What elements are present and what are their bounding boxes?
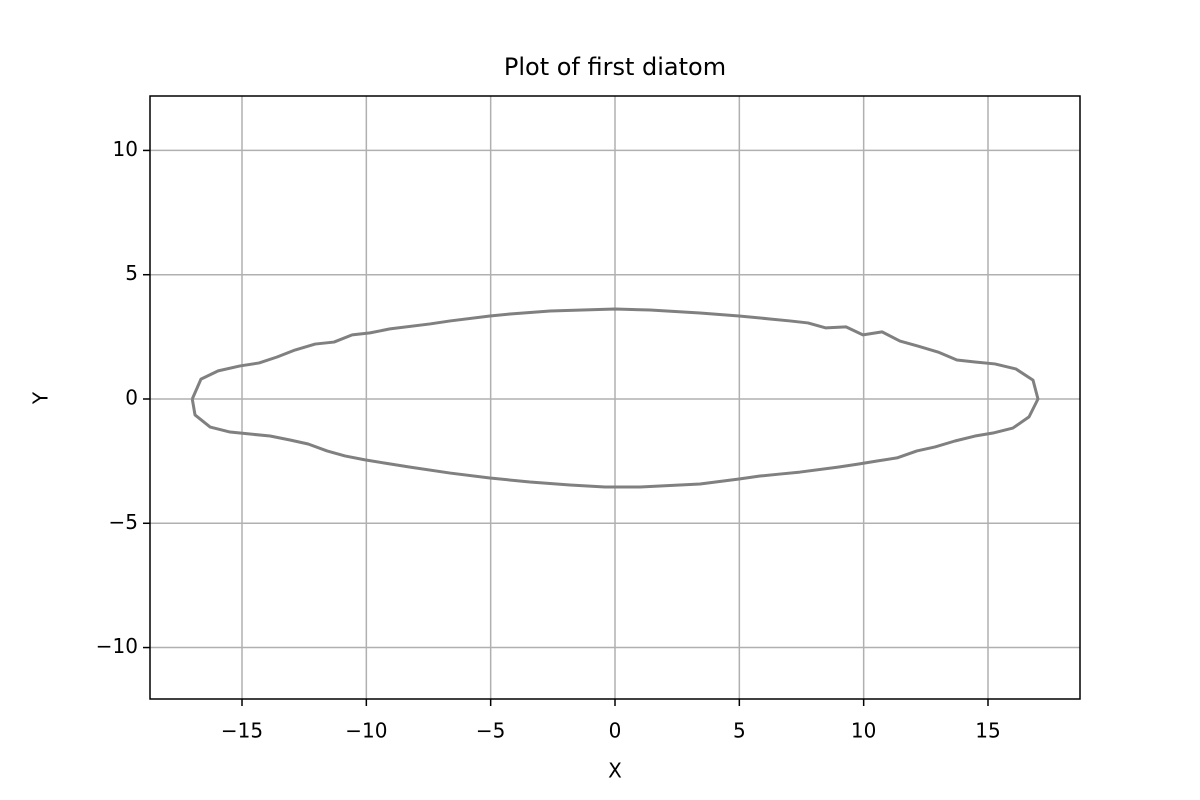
x-tick-label: −15 (221, 719, 263, 743)
y-tick-label: 0 (125, 385, 138, 409)
x-tick-label: −10 (345, 719, 387, 743)
y-tick-label: −10 (96, 634, 138, 658)
y-tick-label: 10 (113, 137, 138, 161)
x-tick-label: 10 (851, 719, 876, 743)
x-axis-label: X (608, 759, 622, 783)
grid (150, 96, 1080, 699)
chart-title: Plot of first diatom (504, 53, 726, 81)
x-tick-label: 15 (975, 719, 1000, 743)
plot (190, 307, 1040, 489)
y-axis-label: Y (29, 391, 53, 405)
x-tick-label: −5 (476, 719, 505, 743)
y-tick-label: −5 (109, 510, 138, 534)
y-tick-label: 5 (125, 261, 138, 285)
x-tick-label: 5 (733, 719, 746, 743)
line (190, 307, 1040, 489)
x-tick-label: 0 (609, 719, 622, 743)
